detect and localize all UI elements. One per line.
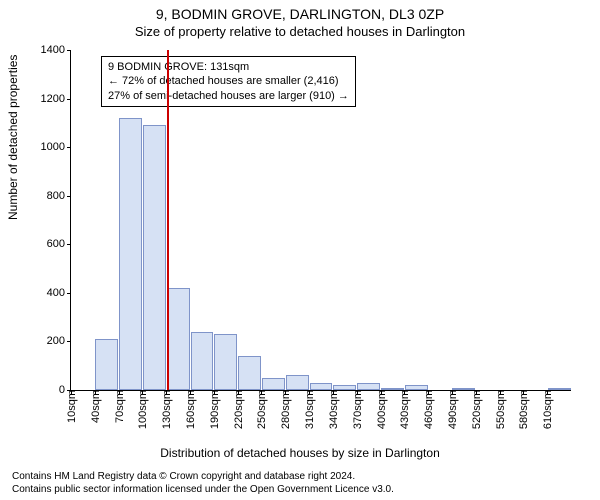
x-tick-label: 550sqm	[493, 390, 507, 429]
x-tick-label: 130sqm	[159, 390, 173, 429]
chart-container: 9, BODMIN GROVE, DARLINGTON, DL3 0ZP Siz…	[0, 0, 600, 500]
y-tick-mark	[67, 341, 71, 342]
footer-line2: Contains public sector information licen…	[12, 484, 394, 497]
x-tick-label: 490sqm	[445, 390, 459, 429]
y-tick-mark	[67, 244, 71, 245]
y-axis-label: Number of detached properties	[6, 55, 20, 220]
histogram-bar	[238, 356, 261, 390]
x-tick-label: 580sqm	[516, 390, 530, 429]
histogram-bar	[167, 288, 190, 390]
histogram-bar	[95, 339, 118, 390]
x-tick-label: 190sqm	[207, 390, 221, 429]
histogram-bar	[119, 118, 142, 390]
plot-area: 9 BODMIN GROVE: 131sqm ← 72% of detached…	[70, 50, 571, 391]
histogram-bar	[262, 378, 285, 390]
y-tick-mark	[67, 99, 71, 100]
annotation-line2: ← 72% of detached houses are smaller (2,…	[108, 74, 349, 88]
x-tick-label: 220sqm	[231, 390, 245, 429]
x-tick-label: 370sqm	[350, 390, 364, 429]
histogram-bar	[310, 383, 333, 390]
x-tick-label: 40sqm	[88, 390, 102, 423]
footer-attribution: Contains HM Land Registry data © Crown c…	[12, 471, 394, 496]
x-tick-label: 310sqm	[302, 390, 316, 429]
histogram-bar	[143, 125, 166, 390]
y-tick-mark	[67, 50, 71, 51]
y-tick-mark	[67, 196, 71, 197]
x-tick-label: 430sqm	[397, 390, 411, 429]
x-tick-label: 250sqm	[254, 390, 268, 429]
annotation-box: 9 BODMIN GROVE: 131sqm ← 72% of detached…	[101, 56, 356, 107]
x-tick-label: 10sqm	[64, 390, 78, 423]
y-tick-mark	[67, 293, 71, 294]
y-tick-mark	[67, 147, 71, 148]
property-marker-line	[167, 50, 169, 390]
histogram-bar	[214, 334, 237, 390]
histogram-bar	[286, 375, 309, 390]
x-tick-label: 280sqm	[278, 390, 292, 429]
annotation-line3: 27% of semi-detached houses are larger (…	[108, 89, 349, 103]
annotation-line1: 9 BODMIN GROVE: 131sqm	[108, 60, 349, 74]
chart-title-address: 9, BODMIN GROVE, DARLINGTON, DL3 0ZP	[0, 6, 600, 22]
x-tick-label: 520sqm	[469, 390, 483, 429]
x-tick-label: 460sqm	[421, 390, 435, 429]
x-tick-label: 70sqm	[112, 390, 126, 423]
x-tick-label: 340sqm	[326, 390, 340, 429]
histogram-bar	[191, 332, 214, 390]
x-tick-label: 160sqm	[183, 390, 197, 429]
x-axis-label: Distribution of detached houses by size …	[0, 446, 600, 460]
footer-line1: Contains HM Land Registry data © Crown c…	[12, 471, 394, 484]
x-tick-label: 100sqm	[135, 390, 149, 429]
x-tick-label: 610sqm	[540, 390, 554, 429]
histogram-bar	[357, 383, 380, 390]
chart-subtitle: Size of property relative to detached ho…	[0, 24, 600, 39]
x-tick-label: 400sqm	[374, 390, 388, 429]
